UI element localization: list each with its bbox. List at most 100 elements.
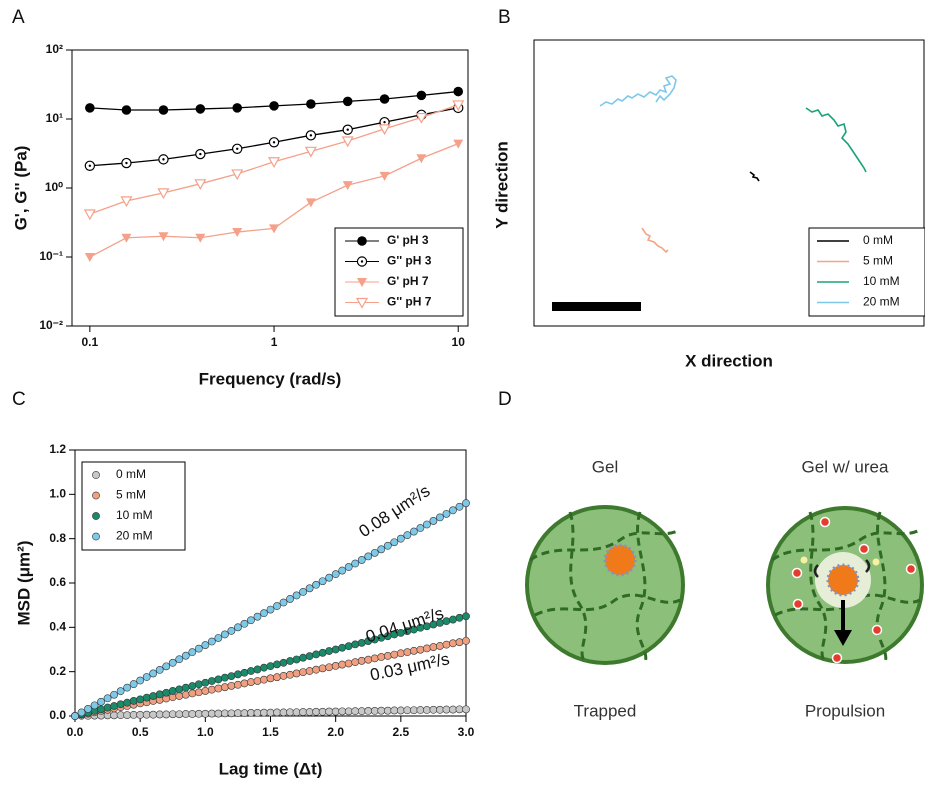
legend-swatch [92,471,100,479]
marker [194,644,203,653]
marker [331,707,340,716]
marker [214,634,223,642]
y-tick-label: 10⁻² [39,318,63,332]
marker [442,705,451,714]
marker [234,680,242,689]
marker [364,707,373,715]
legend-label: G' pH 3 [387,233,429,247]
marker [318,664,327,673]
marker [181,690,190,699]
marker [155,710,164,719]
panel-label: D [498,389,512,410]
marker [305,667,314,675]
marker [129,710,138,719]
marker [181,710,190,718]
marker [325,707,334,716]
x-tick-label: 1.0 [197,725,214,739]
arrow-head [834,630,852,646]
x-tick-label: 0.0 [67,725,84,739]
y-tick-label: 0.0 [49,708,66,722]
marker [436,513,444,522]
marker [364,552,373,561]
marker [338,566,347,575]
marker [266,674,275,683]
marker [462,499,470,508]
marker [158,105,169,115]
urease [813,559,871,578]
marker [181,683,190,692]
marker [416,645,425,654]
marker [188,682,197,690]
marker [318,577,327,586]
marker [269,101,279,111]
marker [123,698,132,707]
marker [357,707,366,716]
marker [342,96,353,107]
marker [120,196,133,208]
marker [455,705,464,714]
marker [207,677,216,685]
marker [142,710,151,719]
marker [341,136,354,148]
marker [344,659,353,668]
trajectory [749,171,760,182]
marker-dot [236,147,239,150]
marker [378,124,391,136]
x-tick-label: 0.1 [82,335,99,349]
marker-dot [125,161,128,165]
marker [364,655,373,664]
marker [377,706,386,715]
marker [279,708,288,717]
marker [462,612,470,621]
legend-label: 20 mM [863,295,900,309]
marker [162,688,171,697]
marker [351,658,360,667]
marker [273,602,281,610]
marker [273,660,281,669]
marker [84,705,92,713]
marker [416,524,425,532]
legend-box [808,227,925,317]
marker [442,640,451,649]
marker-dot [383,120,386,124]
marker [415,112,428,124]
marker [188,689,197,698]
marker [168,687,177,695]
marker [121,233,132,243]
trajectory [641,227,669,254]
legend-label: G'' pH 3 [387,254,432,268]
marker [84,253,95,262]
marker [344,642,353,651]
marker [383,541,392,550]
marker [462,636,470,645]
trajectories [552,75,867,311]
marker [220,673,229,682]
marker [377,653,386,661]
marker [452,100,465,112]
series-line [89,107,459,167]
marker [194,179,207,191]
marker [232,228,243,238]
diagram: D Gel Gel w/ urea Trapped Propulsion [498,389,924,720]
marker-dot [162,158,165,161]
legend-label: 10 mM [863,274,900,288]
marker [273,673,281,682]
marker [344,563,353,571]
legend-label: 10 mM [116,508,153,522]
marker [292,591,301,600]
marker [331,645,340,654]
marker [90,701,99,710]
marker [453,86,464,97]
marker [342,181,353,191]
marker [331,570,340,579]
marker [240,709,249,718]
marker [136,695,145,704]
marker [83,209,96,221]
y-axis-title: Y direction [492,141,511,229]
marker [344,707,353,716]
marker [409,706,418,715]
y-tick-label: 1.0 [49,487,66,501]
marker [305,584,314,593]
legend-label: 0 mM [863,233,893,247]
